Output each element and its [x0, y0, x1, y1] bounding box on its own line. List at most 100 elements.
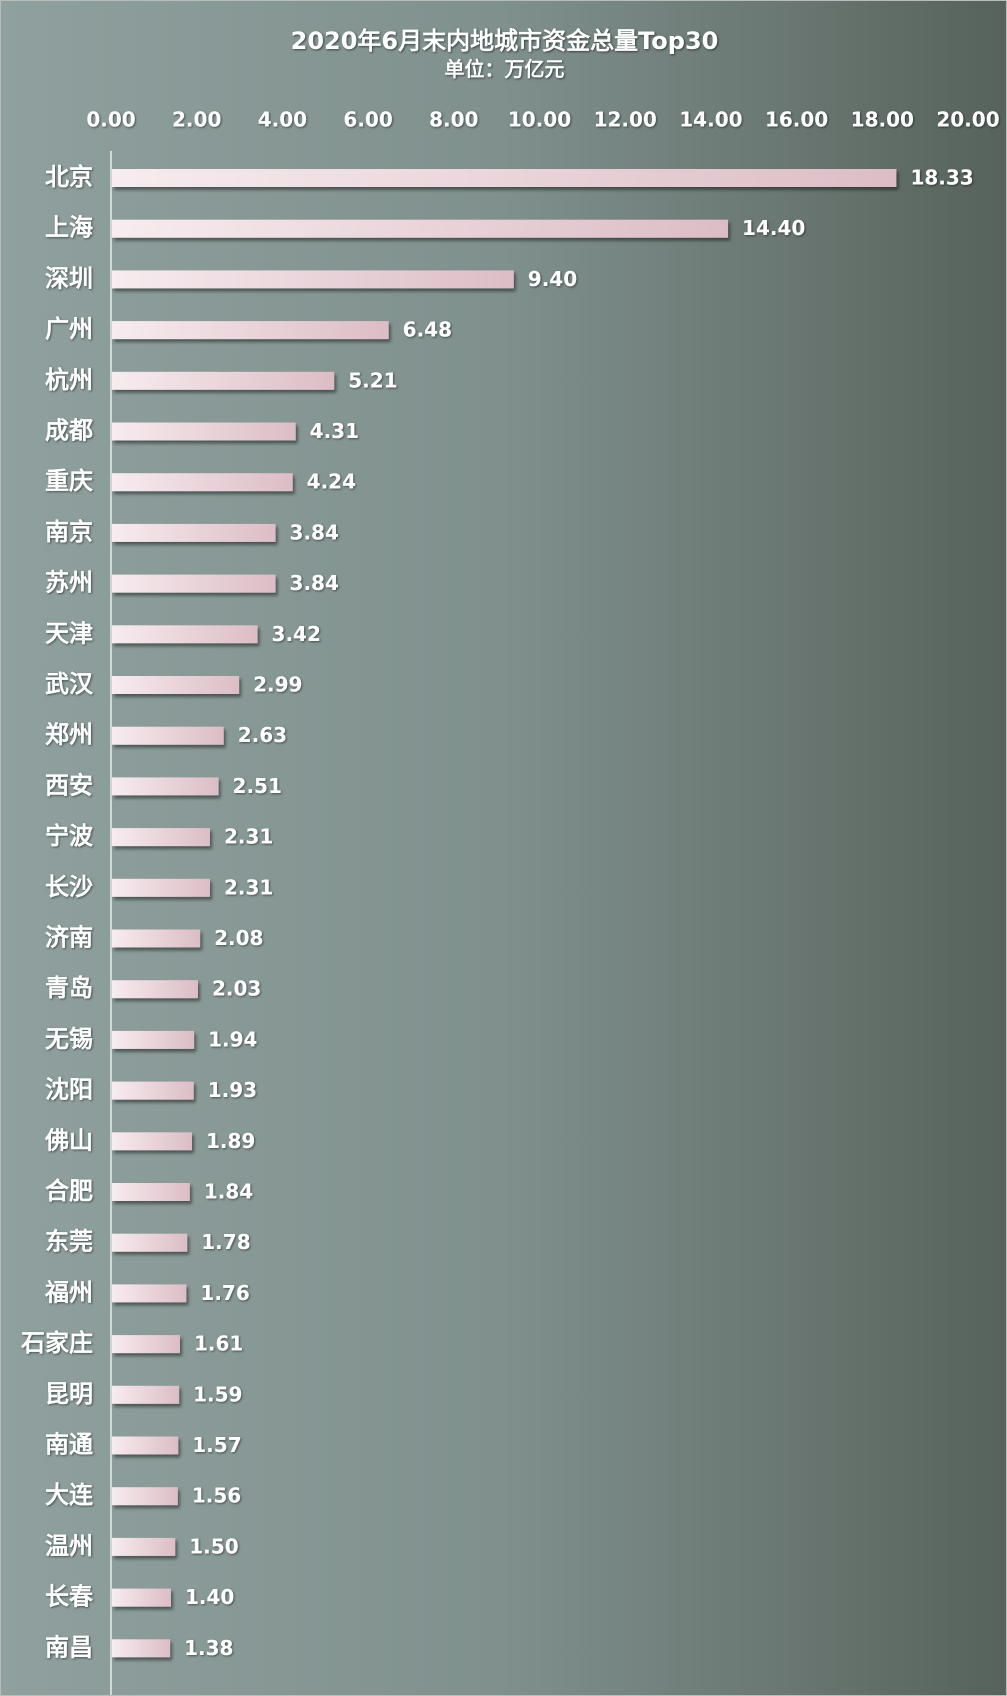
- data-label: 1.61: [194, 1332, 243, 1356]
- data-label: 1.38: [184, 1636, 233, 1660]
- category-label: 郑州: [45, 721, 93, 749]
- data-label: 3.84: [290, 520, 339, 544]
- data-label: 2.03: [212, 977, 261, 1001]
- bar: [112, 1335, 180, 1354]
- category-label: 大连: [45, 1481, 94, 1509]
- category-label: 杭州: [45, 366, 93, 394]
- bar: [112, 169, 897, 187]
- bar: [112, 980, 198, 999]
- category-label: 南通: [45, 1431, 93, 1459]
- bar: [112, 1081, 194, 1100]
- bar: [112, 828, 210, 847]
- data-label: 6.48: [403, 318, 452, 342]
- x-tick-label: 14.00: [679, 108, 742, 132]
- data-label: 2.99: [253, 673, 302, 697]
- category-label: 武汉: [45, 670, 94, 698]
- bar: [112, 929, 201, 948]
- category-label: 成都: [45, 417, 93, 445]
- bar: [112, 676, 240, 694]
- data-label: 1.89: [206, 1129, 255, 1153]
- category-label: 上海: [45, 214, 93, 242]
- category-label: 东莞: [45, 1228, 93, 1256]
- data-label: 4.31: [310, 419, 359, 443]
- category-label: 重庆: [45, 467, 93, 495]
- category-label: 深圳: [45, 264, 93, 292]
- category-label: 西安: [45, 771, 93, 799]
- category-label: 沈阳: [45, 1076, 93, 1104]
- bar: [112, 574, 276, 593]
- data-label: 2.63: [238, 723, 287, 747]
- data-label: 1.76: [200, 1281, 249, 1305]
- bar: [112, 1639, 171, 1658]
- category-label: 福州: [44, 1278, 93, 1306]
- data-label: 3.42: [272, 622, 321, 646]
- data-label: 4.24: [307, 470, 356, 494]
- category-label: 昆明: [45, 1380, 93, 1408]
- data-label: 1.57: [192, 1433, 241, 1457]
- bar: [112, 1487, 178, 1506]
- x-tick-label: 6.00: [343, 108, 392, 132]
- x-tick-label: 12.00: [594, 108, 657, 132]
- bar: [112, 726, 224, 745]
- category-label: 温州: [45, 1532, 93, 1560]
- data-label: 2.51: [233, 774, 282, 798]
- data-label: 1.59: [193, 1382, 242, 1406]
- category-label: 长沙: [45, 873, 93, 901]
- chart-title: 2020年6月末内地城市资金总量Top30: [290, 27, 719, 55]
- data-label: 2.31: [224, 825, 273, 849]
- category-label: 天津: [45, 619, 93, 647]
- bar: [112, 1132, 192, 1151]
- data-label: 1.84: [204, 1180, 253, 1204]
- data-label: 18.33: [910, 166, 973, 190]
- data-label: 1.56: [192, 1484, 241, 1508]
- bar: [112, 473, 293, 492]
- bar: [112, 219, 729, 238]
- category-label: 长春: [45, 1583, 93, 1611]
- bar: [112, 422, 296, 441]
- bar: [112, 1233, 188, 1252]
- x-tick-label: 20.00: [936, 108, 999, 132]
- bar: [112, 1284, 187, 1303]
- bar: [112, 1183, 190, 1201]
- x-tick-label: 2.00: [172, 108, 221, 132]
- category-label: 佛山: [44, 1126, 93, 1154]
- category-label: 无锡: [45, 1025, 93, 1053]
- data-label: 1.94: [208, 1027, 257, 1051]
- bar: [112, 321, 389, 340]
- category-label: 南昌: [45, 1633, 93, 1661]
- category-label: 青岛: [45, 974, 93, 1002]
- data-label: 1.50: [189, 1534, 238, 1558]
- data-label: 2.08: [214, 926, 263, 950]
- chart-subtitle: 单位：万亿元: [444, 57, 565, 81]
- bar: [112, 625, 258, 644]
- category-label: 济南: [45, 924, 93, 952]
- x-tick-label: 4.00: [258, 108, 307, 132]
- data-label: 1.40: [185, 1585, 234, 1609]
- x-tick-label: 0.00: [86, 108, 135, 132]
- x-tick-label: 16.00: [765, 108, 828, 132]
- category-label: 南京: [45, 518, 93, 546]
- bar: [112, 371, 335, 390]
- bar: [112, 1385, 180, 1404]
- bar: [112, 270, 514, 289]
- bar: [112, 523, 276, 542]
- bar: [112, 1436, 179, 1455]
- data-label: 9.40: [528, 267, 577, 291]
- bar: [112, 777, 219, 796]
- bar: [112, 878, 210, 897]
- category-label: 合肥: [45, 1177, 93, 1205]
- data-label: 5.21: [348, 368, 397, 392]
- data-label: 2.31: [224, 875, 273, 899]
- x-tick-label: 8.00: [429, 108, 478, 132]
- bar: [112, 1537, 176, 1556]
- category-label: 石家庄: [20, 1329, 93, 1357]
- x-tick-label: 10.00: [508, 108, 571, 132]
- bar: [112, 1588, 171, 1607]
- category-label: 广州: [45, 315, 93, 343]
- data-label: 14.40: [742, 216, 805, 240]
- x-tick-label: 18.00: [851, 108, 914, 132]
- data-label: 3.84: [290, 571, 339, 595]
- category-label: 宁波: [45, 822, 94, 850]
